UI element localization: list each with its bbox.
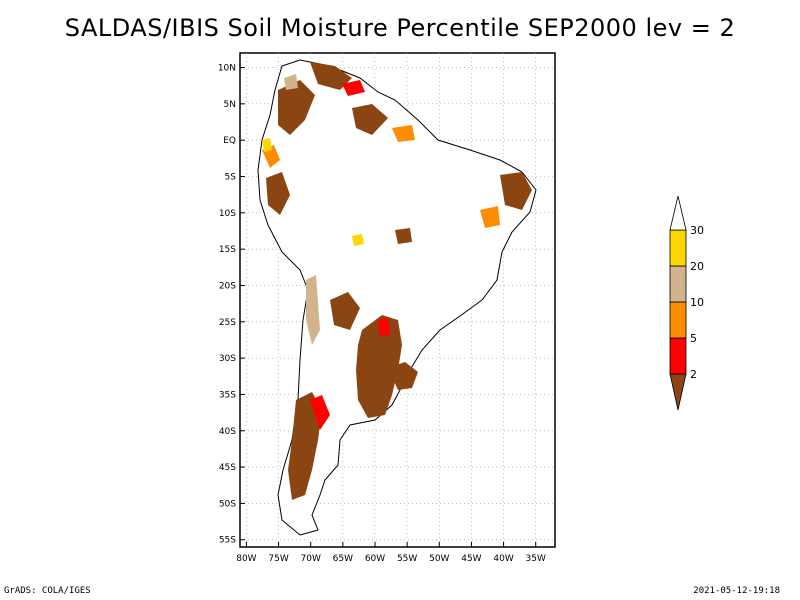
lon-tick-label: 80W (236, 554, 256, 564)
region-le20-north (284, 74, 298, 90)
legend-label: 5 (690, 332, 697, 345)
legend-swatch-1 (669, 337, 687, 375)
lat-tick-label: 5S (225, 173, 237, 183)
legend-swatch-gt30 (669, 195, 687, 231)
lon-tick-label: 65W (333, 554, 353, 564)
footer-timestamp: 2021-05-12-19:18 (693, 586, 780, 596)
lon-tick-label: 35W (526, 554, 546, 564)
lon-tick-label: 45W (461, 554, 481, 564)
region-le2-guianas (352, 104, 388, 135)
region-le2-venezuela (310, 62, 352, 90)
region-le2-northeast-brazil (500, 172, 532, 210)
color-legend: 2 5 10 20 30 (669, 195, 704, 411)
region-le5-venezuela (342, 80, 365, 96)
region-le5-chile (310, 395, 330, 430)
lat-tick-label: 40S (219, 427, 236, 437)
lon-tick-label: 50W (429, 554, 449, 564)
lat-tick-label: 10S (219, 209, 236, 219)
legend-swatch-4 (669, 229, 687, 267)
region-le2-peru (266, 172, 290, 215)
region-le20-andes (306, 275, 320, 345)
region-le30-bolivia (352, 234, 364, 246)
lat-tick-label: 30S (219, 354, 236, 364)
lat-tick-label: 5N (224, 100, 236, 110)
axis-ticks: 10N 5N EQ 5S 10S 15S 20S 25S 30S 35S 40S 45S 50S 55S8… (218, 64, 546, 564)
region-le30-ecuador (262, 138, 272, 152)
region-le5-parana (378, 318, 390, 336)
lat-tick-label: 50S (219, 499, 236, 509)
region-le2-colombia (278, 80, 315, 135)
lat-tick-label: 10N (218, 64, 236, 74)
lat-tick-label: EQ (223, 136, 236, 146)
legend-label: 30 (690, 224, 704, 237)
footer-credit: GrADS: COLA/IGES (4, 586, 91, 596)
lat-tick-label: 55S (219, 536, 236, 546)
lat-tick-label: 15S (219, 245, 236, 255)
legend-swatch-lt2 (669, 373, 687, 411)
lat-tick-label: 45S (219, 463, 236, 473)
lat-tick-label: 25S (219, 318, 236, 328)
region-le2-uruguay (388, 362, 418, 390)
region-le2-central-brazil (395, 228, 412, 244)
lat-tick-label: 20S (219, 281, 236, 291)
lat-tick-label: 35S (219, 390, 236, 400)
lon-tick-label: 55W (397, 554, 417, 564)
legend-swatch-3 (669, 265, 687, 303)
legend-label: 10 (690, 296, 704, 309)
lon-tick-label: 75W (268, 554, 288, 564)
legend-label: 20 (690, 260, 704, 273)
region-le2-la-plata (356, 315, 402, 418)
region-le10-guiana (392, 125, 415, 142)
lon-tick-label: 70W (301, 554, 321, 564)
legend-label: 2 (690, 368, 697, 381)
region-le2-bolivia (330, 292, 360, 330)
lon-tick-label: 60W (365, 554, 385, 564)
region-le2-patagonia (288, 392, 322, 500)
lon-tick-label: 40W (493, 554, 513, 564)
region-le10-northeast (480, 206, 500, 228)
legend-swatch-2 (669, 301, 687, 339)
map-title: SALDAS/IBIS Soil Moisture Percentile SEP… (64, 14, 736, 42)
